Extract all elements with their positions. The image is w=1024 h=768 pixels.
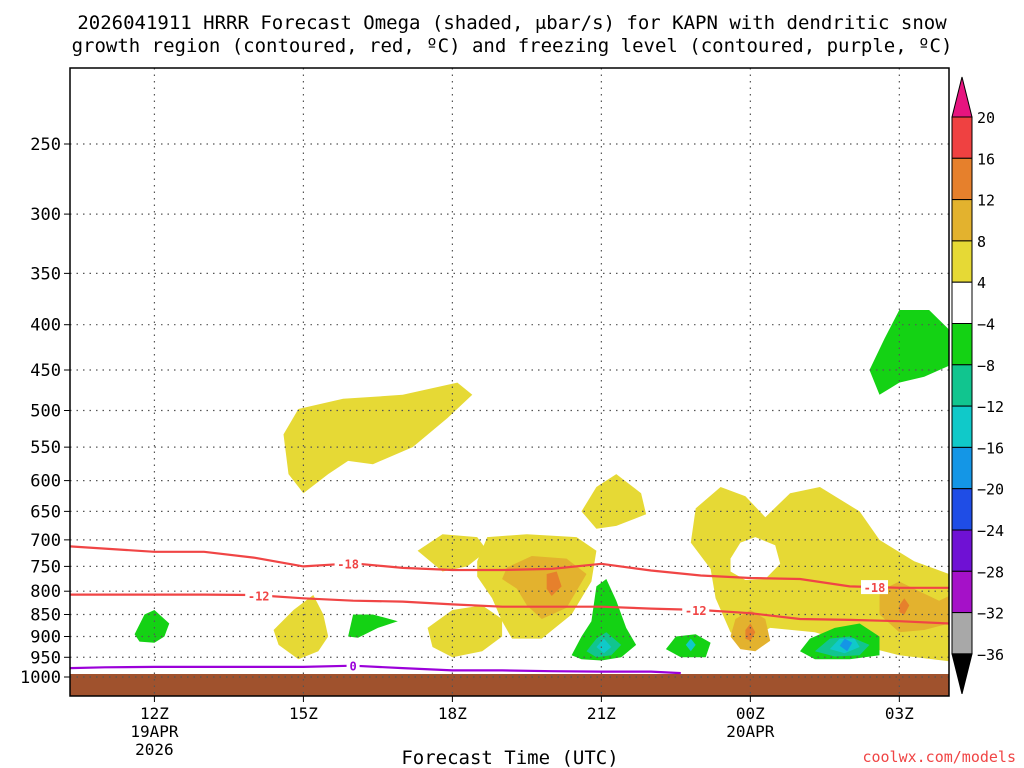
omega-region-23 [685,638,696,652]
y-tick-label: 650 [30,502,61,522]
omega-colorbar: 20 16 12 8 4 −4 −8 −12 −16 −20 −24 −28 −32 −36 [951,76,1004,695]
contour-label: -18 [337,558,359,572]
chart-title-line1: 2026041911 HRRR Forecast Omega (shaded, … [77,12,947,34]
contour-label-bg [346,658,360,673]
omega-region-5 [581,474,647,529]
x-axis-label: Forecast Time (UTC) [401,747,618,768]
x-tick-date-label: 20APR [726,722,775,741]
y-tick-label: 800 [30,582,61,602]
colorbar-bin [951,488,973,531]
colorbar-label: −28 [977,563,1004,581]
colorbar-label: 4 [977,274,986,292]
y-tick-label: 700 [30,531,61,551]
colorbar-bin [951,529,973,572]
contour-label: 0 [349,660,356,674]
y-tick-label: 550 [30,438,61,458]
contour-label-bg [682,602,710,617]
colorbar-bin [951,405,973,448]
colorbar-label: −32 [977,605,1004,623]
colorbar-bin [951,323,973,366]
colorbar-label: 20 [977,109,995,127]
plot-frame [69,67,950,697]
omega-region-8 [879,581,949,633]
contour-label: -12 [248,589,270,603]
pressure-axis: 2503003504004505005506006507007508008509… [20,135,70,688]
y-tick-label: 250 [30,135,61,155]
omega-shading [134,310,949,662]
contour-label-bg [334,556,362,571]
omega-region-22 [596,638,612,654]
x-tick-year-label: 2026 [135,740,174,759]
colorbar-label: 8 [977,233,986,251]
contour-label-bg [245,588,273,603]
omega-region-7 [502,556,587,619]
y-tick-label: 300 [30,205,61,225]
contour-label: -12 [685,604,707,618]
colorbar-bottom-arrow [951,653,973,695]
y-tick-label: 950 [30,648,61,668]
ground-band [70,674,949,696]
colorbar-label: −12 [977,398,1004,416]
credit-text[interactable]: coolwx.com/models [862,748,1016,766]
colorbar-label: 12 [977,192,995,210]
contour-label-bg [861,580,889,595]
colorbar-label: −24 [977,522,1004,540]
colorbar-label: −16 [977,439,1004,457]
temperature-contours: -18 -18 -12 -12 0 [69,545,950,675]
x-tick-label: 00Z [736,704,765,723]
omega-region-2 [273,595,329,660]
omega-region-0 [283,382,473,494]
colorbar-bin [951,364,973,407]
omega-region-14 [134,610,170,643]
colorbar-bin [951,446,973,490]
contour-label: -18 [864,581,886,595]
y-tick-label: 900 [30,627,61,647]
omega-region-19 [869,310,949,395]
y-tick-label: 350 [30,264,61,284]
chart-title-line2: growth region (contoured, red, ºC) and f… [72,35,953,57]
y-tick-label: 450 [30,361,61,381]
x-tick-label: 18Z [438,704,467,723]
colorbar-bin [951,240,973,283]
omega-region-10 [546,571,562,596]
omega-region-11 [899,598,910,615]
colorbar-bin [951,612,973,655]
colorbar-label: −20 [977,481,1004,499]
y-tick-label: 750 [30,557,61,577]
colorbar-bin [951,570,973,614]
colorbar-bin [951,199,973,242]
y-tick-label: 1000 [20,668,61,688]
contour-line-dgz-0 [69,545,949,589]
colorbar-label: −4 [977,316,995,334]
colorbar-bin [951,281,973,325]
y-tick-label: 850 [30,606,61,626]
omega-region-25 [839,638,853,652]
y-tick-label: 400 [30,316,61,336]
colorbar-bin [951,157,973,201]
contour-line-freezing-2 [69,664,681,675]
colorbar-top-arrow [951,76,973,118]
ground-layer [70,674,949,696]
colorbar-label: 16 [977,150,995,168]
colorbar-label: −8 [977,357,995,375]
x-tick-label: 03Z [885,704,914,723]
x-tick-date-label: 19APR [130,722,179,741]
y-tick-label: 600 [30,472,61,492]
omega-region-15 [348,614,398,638]
colorbar-bin [951,116,973,159]
x-tick-label: 12Z [140,704,169,723]
omega-region-3 [427,605,503,658]
y-tick-label: 500 [30,402,61,422]
omega-region-13 [730,537,781,580]
omega-region-1 [417,534,488,572]
grid-lines [70,68,949,696]
colorbar-label: −36 [977,646,1004,664]
x-tick-label: 21Z [587,704,616,723]
x-tick-label: 15Z [289,704,318,723]
omega-region-16 [571,579,637,661]
